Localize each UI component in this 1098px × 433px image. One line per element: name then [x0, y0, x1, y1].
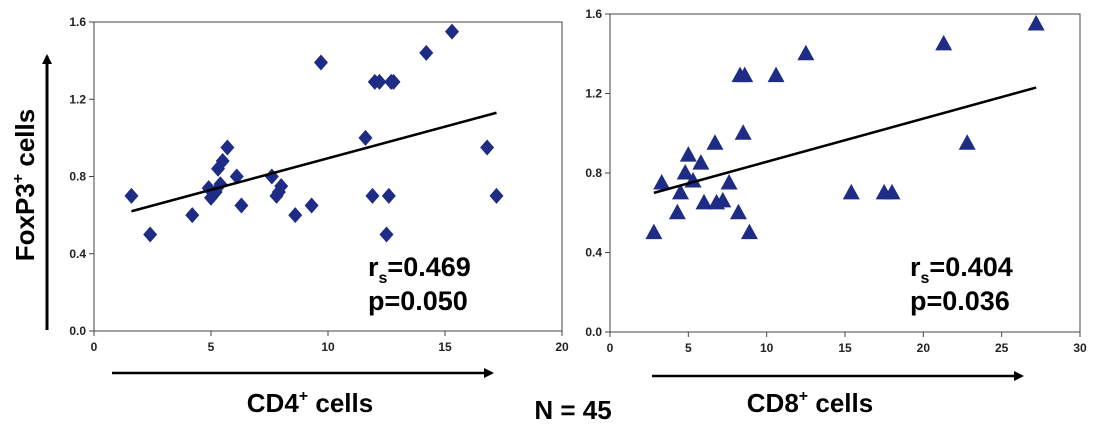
y-tick-label: 0.8 — [585, 166, 602, 180]
data-point — [672, 183, 689, 200]
x-axis-title: CD8+ cells — [747, 388, 873, 418]
y-axis-title: FoxP3+ cells — [10, 109, 40, 261]
data-point — [729, 203, 747, 220]
sample-size-label: N = 45 — [534, 395, 611, 425]
y-ticks: 0.0 0.4 0.8 1.2 1.6 — [69, 15, 94, 338]
y-tick-label: 0.8 — [69, 170, 86, 184]
data-point — [288, 207, 303, 224]
data-point — [480, 139, 495, 156]
data-point — [419, 44, 434, 61]
data-point — [720, 173, 738, 190]
data-point — [489, 187, 504, 204]
data-point — [653, 173, 671, 190]
x-tick-label: 10 — [760, 341, 774, 355]
spearman-r: rs=0.469 — [368, 252, 471, 287]
data-point — [734, 124, 752, 140]
data-point — [797, 44, 815, 61]
x-tick-label: 0 — [607, 341, 614, 355]
data-point — [714, 191, 732, 208]
spearman-r: rs=0.404 — [910, 252, 1013, 287]
data-point — [679, 146, 697, 162]
x-tick-label: 25 — [995, 341, 1009, 355]
data-point — [676, 164, 694, 180]
data-point — [445, 23, 460, 40]
data-point — [935, 34, 953, 51]
data-point — [645, 223, 663, 240]
data-point — [842, 183, 860, 200]
cd8-scatter-panel: 0.0 0.4 0.8 1.2 1.6 0 5 10 15 20 25 30 rs=0.404 p=… — [585, 7, 1087, 418]
x-ticks: 0 5 10 15 20 25 30 — [607, 332, 1087, 355]
data-point — [668, 203, 686, 220]
data-point — [274, 178, 289, 195]
data-point — [313, 54, 328, 71]
x-tick-label: 5 — [685, 341, 692, 355]
data-point — [958, 134, 976, 150]
y-tick-label: 0.0 — [69, 324, 86, 338]
x-ticks: 0 5 10 15 20 — [91, 331, 569, 354]
data-point — [883, 183, 901, 200]
y-tick-label: 1.6 — [585, 7, 602, 21]
regression-line — [131, 111, 497, 213]
y-ticks: 0.0 0.4 0.8 1.2 1.6 — [585, 7, 610, 339]
y-tick-label: 0.4 — [585, 246, 602, 260]
data-points — [645, 14, 1045, 240]
data-point — [379, 226, 394, 243]
data-point — [736, 66, 754, 83]
data-point — [1027, 14, 1045, 31]
x-tick-label: 30 — [1073, 341, 1087, 355]
data-point — [124, 187, 139, 204]
p-value: p=0.050 — [368, 286, 468, 316]
data-point — [220, 139, 235, 156]
p-value: p=0.036 — [910, 286, 1010, 316]
data-point — [143, 226, 158, 243]
y-tick-label: 1.2 — [585, 87, 602, 101]
data-point — [215, 153, 230, 170]
data-point — [229, 168, 244, 185]
x-tick-label: 20 — [917, 341, 931, 355]
data-point — [185, 207, 200, 224]
data-point — [695, 193, 713, 210]
data-point — [740, 223, 758, 240]
y-tick-label: 1.2 — [69, 92, 86, 106]
cd4-scatter-panel: 0.0 0.4 0.8 1.2 1.6 0 5 10 15 20 rs=0.469 p=0.05… — [69, 15, 569, 418]
x-axis-title: CD4+ cells — [247, 388, 373, 418]
data-point — [692, 154, 710, 170]
data-points — [124, 23, 504, 243]
x-tick-label: 15 — [438, 340, 452, 354]
x-tick-label: 10 — [321, 340, 335, 354]
x-tick-label: 5 — [208, 340, 215, 354]
plot-area — [93, 21, 563, 332]
data-point — [358, 129, 373, 146]
x-tick-label: 15 — [838, 341, 852, 355]
x-tick-label: 20 — [555, 340, 569, 354]
data-point — [706, 134, 724, 150]
data-point — [372, 73, 387, 90]
regression-line — [653, 86, 1037, 195]
y-tick-label: 0.4 — [69, 247, 86, 261]
x-tick-label: 0 — [91, 340, 98, 354]
data-point — [304, 197, 319, 214]
y-tick-label: 0.0 — [585, 325, 602, 339]
data-point — [386, 73, 401, 90]
data-point — [234, 197, 249, 214]
data-point — [365, 187, 380, 204]
data-point — [767, 66, 785, 83]
data-point — [381, 187, 396, 204]
y-tick-label: 1.6 — [69, 15, 86, 29]
